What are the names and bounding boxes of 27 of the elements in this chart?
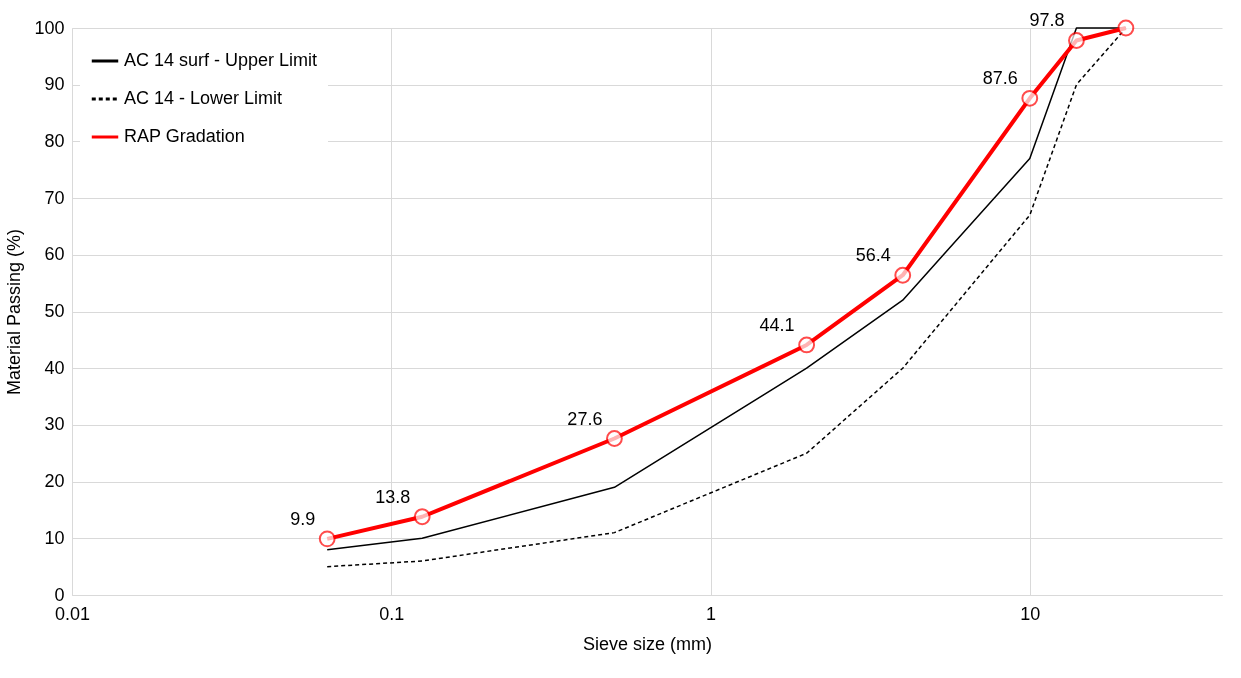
y-tick-label: 50	[44, 301, 65, 321]
data-label: 13.8	[375, 486, 411, 507]
data-label: 56.4	[855, 245, 891, 266]
x-tick-label: 10	[1020, 603, 1041, 624]
y-tick-label: 40	[44, 357, 65, 378]
x-tick-label: 0.1	[379, 603, 405, 624]
y-tick-label: 70	[44, 187, 65, 208]
y-axis-title: Material Passing (%)	[4, 228, 25, 396]
data-label: 9.9	[290, 508, 316, 529]
x-axis-title: Sieve size (mm)	[582, 633, 713, 654]
data-label: 44.1	[759, 314, 795, 335]
data-label: 87.6	[982, 68, 1018, 89]
y-tick-label: 30	[44, 414, 65, 435]
data-label: 97.8	[1029, 10, 1065, 31]
legend-label: AC 14 - Lower Limit	[124, 88, 283, 108]
y-tick-label: 10	[44, 527, 65, 548]
data-label: 27.6	[567, 408, 603, 429]
y-tick-label: 60	[44, 244, 65, 265]
y-tick-label: 90	[44, 74, 65, 95]
y-tick-label: 100	[34, 17, 65, 38]
legend-label: RAP Gradation	[124, 126, 245, 146]
y-tick-label: 80	[44, 130, 65, 151]
legend-label: AC 14 surf - Upper Limit	[124, 50, 318, 70]
x-tick-label: 0.01	[54, 603, 91, 624]
y-tick-label: 0	[54, 584, 65, 605]
y-tick-label: 20	[44, 471, 65, 492]
x-tick-label: 1	[706, 603, 717, 624]
